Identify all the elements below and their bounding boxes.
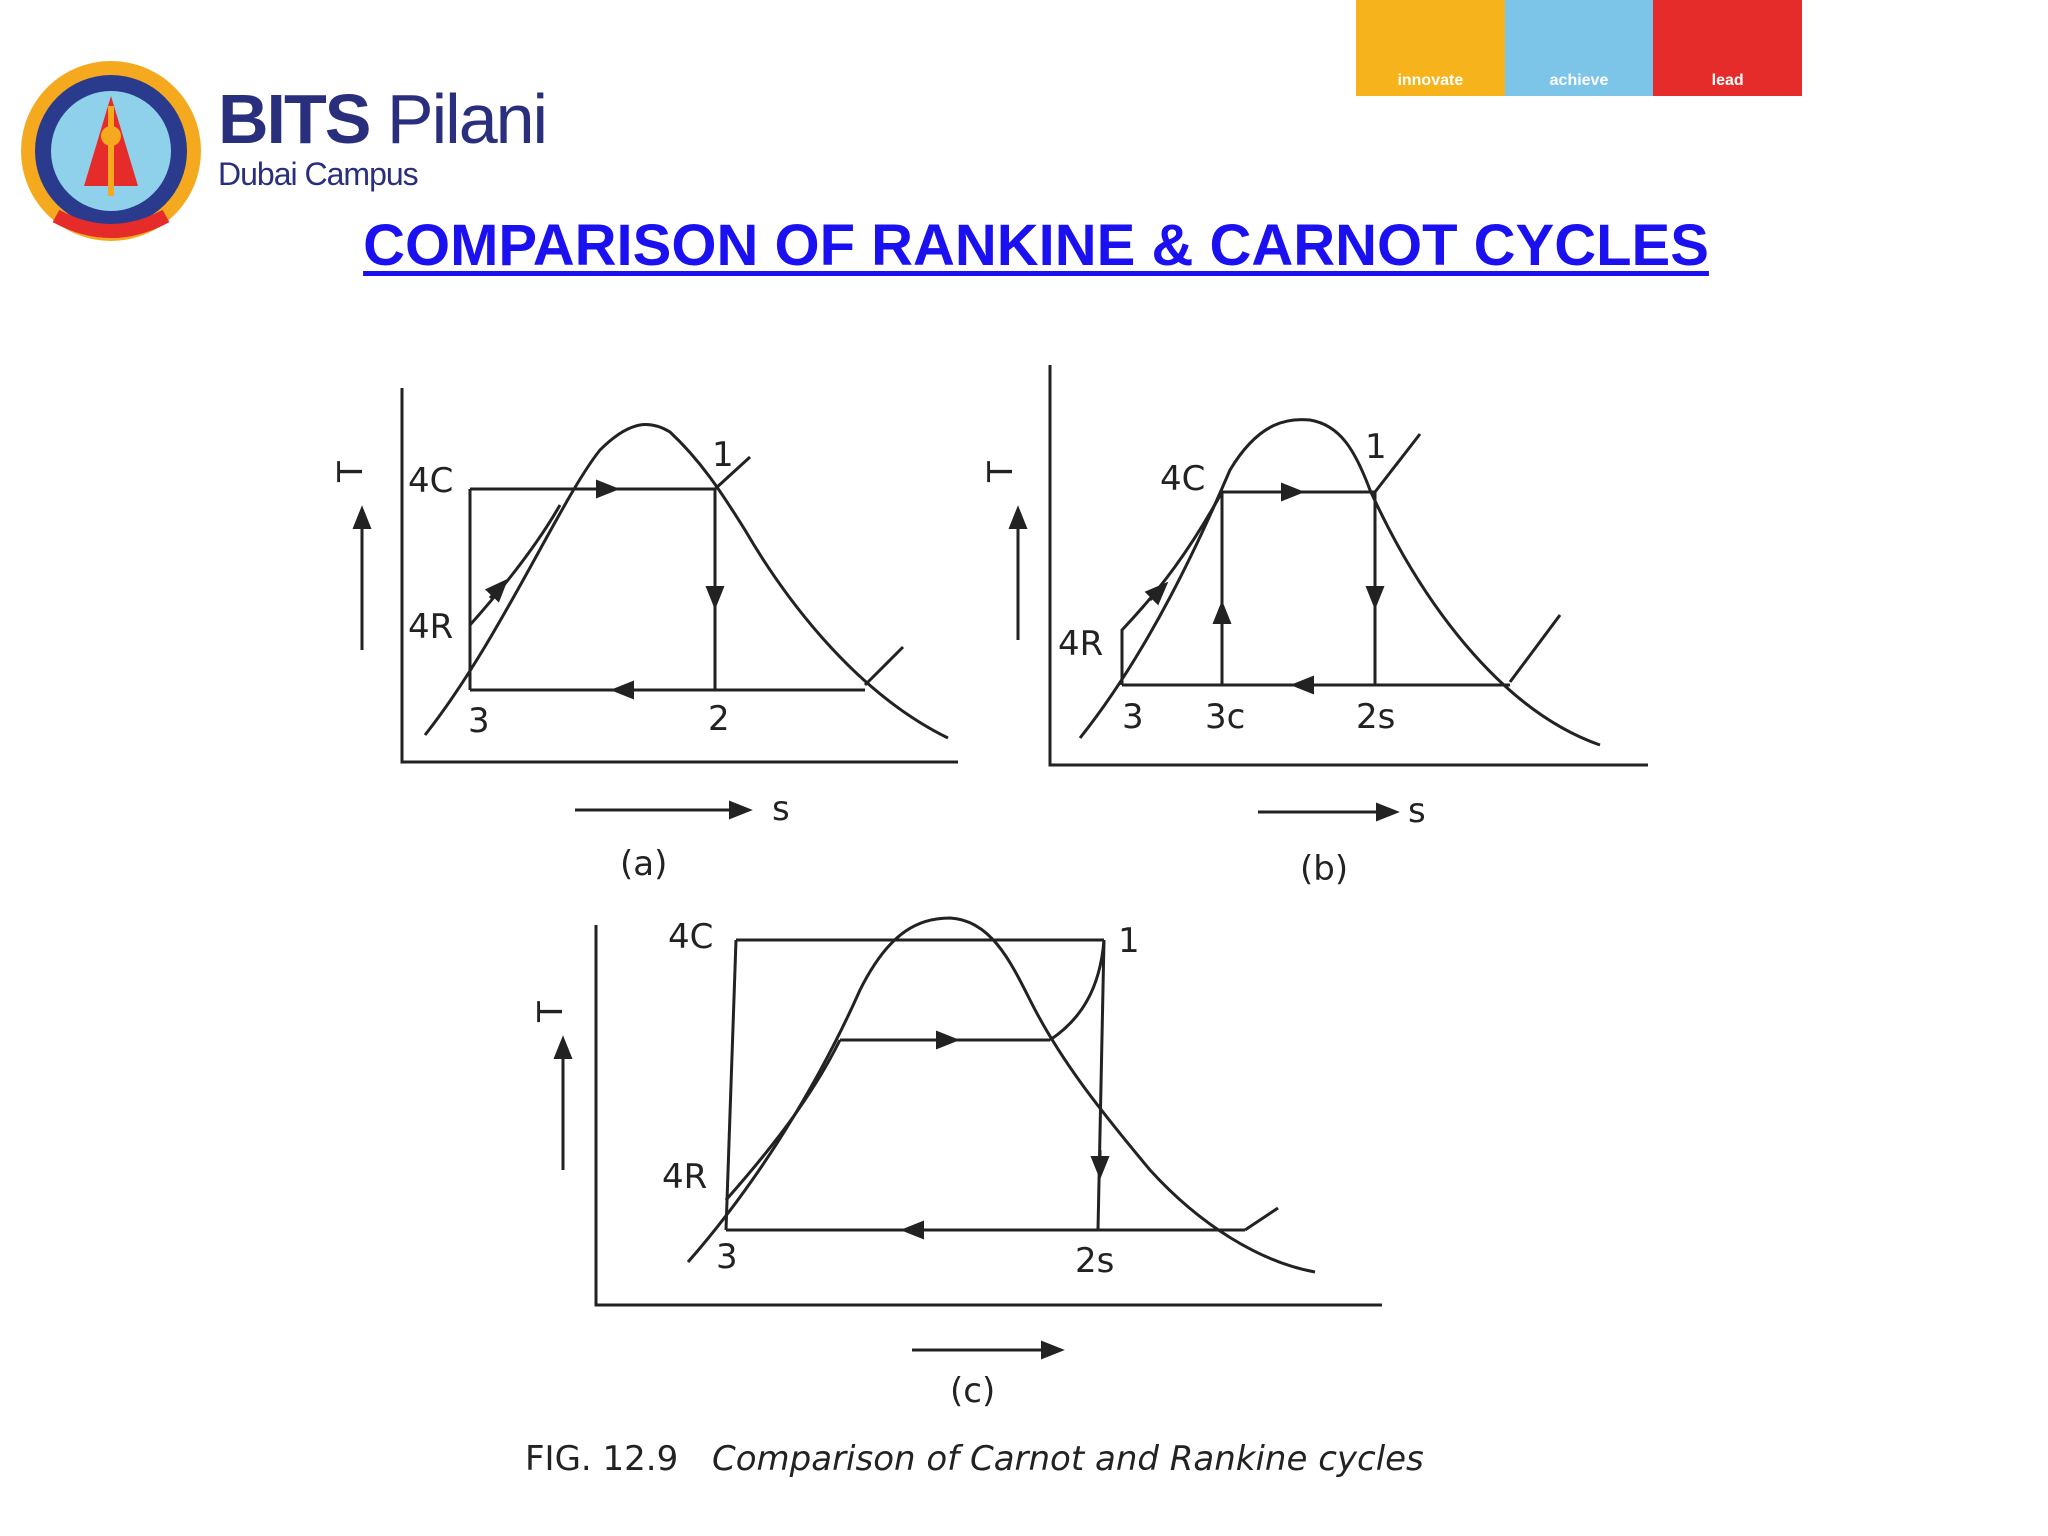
- panel-b-y-label: T: [981, 461, 1021, 483]
- panel-a-x-label: s: [772, 789, 790, 829]
- panel-b-superheat-line: [1373, 433, 1422, 493]
- panel-a-subcool-line: [863, 645, 905, 687]
- panel-b-pump-line: [1120, 491, 1224, 685]
- panel-c-diagram: [553, 916, 1382, 1360]
- panel-b-labels: T 4C 4R 1 3 3c 2s s (b): [981, 427, 1426, 889]
- brand-block: BITS Pilani Dubai Campus: [218, 80, 548, 193]
- panel-b-label-4c: 4C: [1160, 459, 1205, 499]
- tagline-lead: lead: [1653, 0, 1803, 96]
- tagline-banner: innovate achieve lead: [1356, 0, 1803, 96]
- figure-caption-text: Comparison of Carnot and Rankine cycles: [712, 1439, 1424, 1479]
- panel-a-diagram: [352, 388, 958, 820]
- panel-a-y-label: T: [331, 461, 371, 483]
- panel-c-y-label: T: [531, 1001, 571, 1023]
- panel-c-carnot-left: [724, 939, 738, 1231]
- panel-c-axes: [594, 925, 1382, 1307]
- panel-c-pump-line: [724, 1039, 842, 1201]
- brand-name: BITS Pilani: [218, 80, 548, 158]
- panel-c-label-3: 3: [716, 1237, 738, 1277]
- panel-c-expansion: [1096, 939, 1106, 1231]
- panel-a-label-4c: 4C: [408, 461, 453, 501]
- panel-a-label-2: 2: [708, 699, 730, 739]
- panel-a-labels: T 4C 4R 1 3 2 s (a): [331, 435, 790, 884]
- panel-b-label-4r: 4R: [1058, 624, 1103, 664]
- panel-b-x-label: s: [1408, 791, 1426, 831]
- panel-a-label-1: 1: [712, 435, 734, 475]
- campus-name: Dubai Campus: [218, 156, 419, 192]
- panel-a-caption: (a): [620, 844, 667, 884]
- panel-a-superheat-line: [713, 455, 752, 491]
- tagline-achieve: achieve: [1504, 0, 1654, 96]
- panel-c-caption: (c): [950, 1371, 995, 1411]
- panel-c-superheat-line: [1049, 939, 1106, 1042]
- panel-b-label-1: 1: [1365, 427, 1387, 467]
- panel-c-label-4c: 4C: [668, 917, 713, 957]
- panel-a-axes: [400, 388, 958, 764]
- panel-c-label-1: 1: [1118, 921, 1140, 961]
- panel-c-saturation-dome: [686, 916, 1316, 1274]
- panel-a-pump-line: [468, 504, 562, 626]
- panel-c-labels: T 4C 4R 1 3 2s (c): [531, 917, 1140, 1411]
- panel-b-caption: (b): [1300, 849, 1348, 889]
- panel-b-label-2s: 2s: [1356, 697, 1395, 737]
- panel-b-label-3c: 3c: [1205, 697, 1245, 737]
- figure-caption: FIG. 12.9 Comparison of Carnot and Ranki…: [525, 1439, 1424, 1479]
- panel-b-axes: [1048, 365, 1648, 767]
- panel-c-label-2s: 2s: [1075, 1241, 1114, 1281]
- panel-b-subcool-line: [1508, 614, 1562, 683]
- panel-c-subcool-line: [1244, 1206, 1279, 1232]
- tagline-innovate: innovate: [1356, 0, 1505, 96]
- slide-title: COMPARISON OF RANKINE & CARNOT CYCLES: [363, 213, 1709, 278]
- figure-caption-number: FIG. 12.9: [525, 1439, 678, 1479]
- panel-b-saturation-dome: [1078, 418, 1601, 747]
- panel-a-label-4r: 4R: [408, 607, 453, 647]
- panel-a-saturation-dome: [423, 423, 949, 740]
- panel-c-label-4r: 4R: [662, 1157, 707, 1197]
- panel-a-label-3: 3: [468, 701, 490, 741]
- bits-emblem-logo: [16, 56, 206, 246]
- panel-b-label-3: 3: [1122, 697, 1144, 737]
- panel-b-diagram: [1008, 365, 1648, 822]
